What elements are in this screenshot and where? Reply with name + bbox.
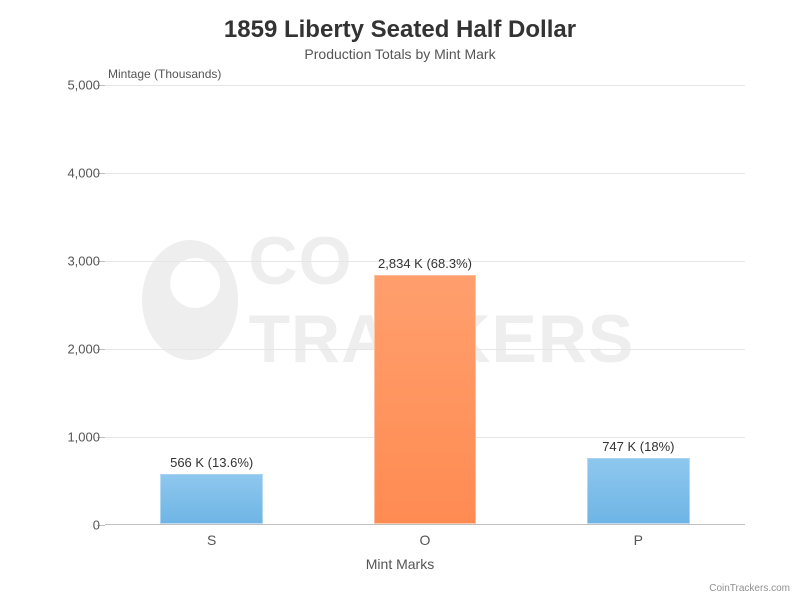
bar-S[interactable] bbox=[160, 474, 262, 524]
x-tick-label-P: P bbox=[634, 532, 643, 548]
y-tick-label: 2,000 bbox=[50, 342, 100, 357]
bar-O[interactable] bbox=[374, 275, 476, 524]
y-tick-label: 0 bbox=[50, 518, 100, 533]
y-tick-label: 4,000 bbox=[50, 166, 100, 181]
bar-label-O: 2,834 K (68.3%) bbox=[378, 256, 472, 271]
x-axis-title: Mint Marks bbox=[0, 556, 800, 572]
chart-title: 1859 Liberty Seated Half Dollar bbox=[0, 16, 800, 44]
bar-label-S: 566 K (13.6%) bbox=[170, 455, 253, 470]
x-tick-label-O: O bbox=[420, 532, 431, 548]
bar-label-P: 747 K (18%) bbox=[602, 439, 674, 454]
gridline bbox=[105, 173, 745, 174]
y-axis-title: Mintage (Thousands) bbox=[108, 67, 221, 81]
x-tick-label-S: S bbox=[207, 532, 216, 548]
credits-text: CoinTrackers.com bbox=[709, 583, 790, 594]
bar-P[interactable] bbox=[587, 458, 689, 524]
gridline bbox=[105, 85, 745, 86]
y-tick-label: 5,000 bbox=[50, 78, 100, 93]
y-tick-label: 3,000 bbox=[50, 254, 100, 269]
y-tick-label: 1,000 bbox=[50, 430, 100, 445]
chart-subtitle: Production Totals by Mint Mark bbox=[0, 46, 800, 62]
